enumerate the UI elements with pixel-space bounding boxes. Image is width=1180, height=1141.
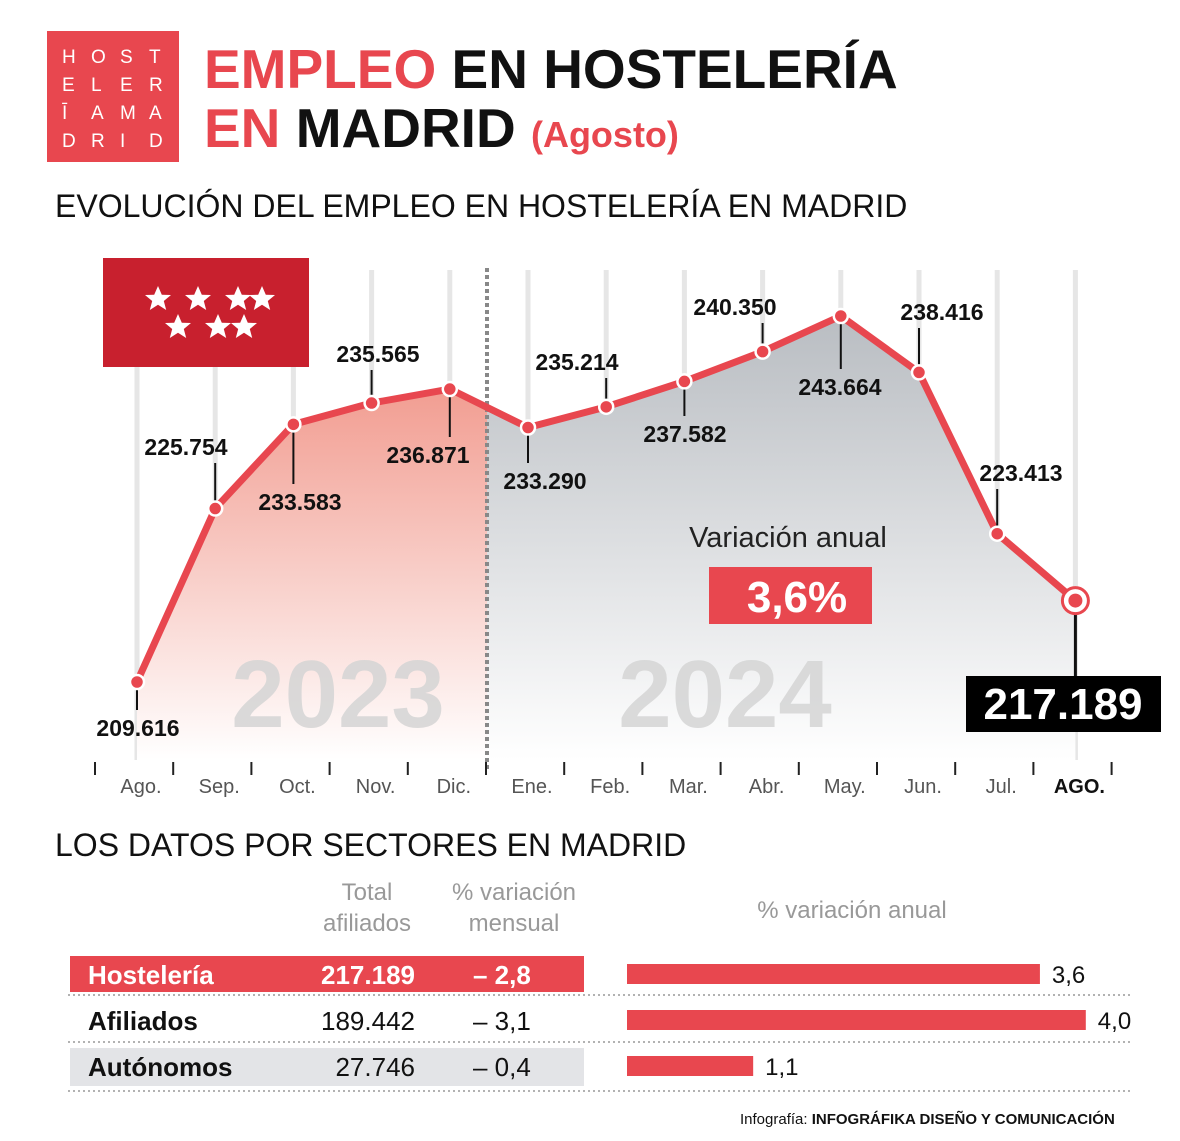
x-tick-label: Oct. xyxy=(279,776,316,798)
point xyxy=(910,364,928,381)
logo-box xyxy=(47,31,179,162)
value-label: 238.416 xyxy=(900,299,983,325)
value-label: 3,6 xyxy=(1052,962,1085,989)
title-month: (Agosto) xyxy=(531,114,679,155)
column-header: Total xyxy=(342,879,393,906)
point xyxy=(676,373,693,390)
cell: 27.746 xyxy=(335,1052,415,1082)
x-tick-label: Sep. xyxy=(199,776,240,798)
value-label: 240.350 xyxy=(693,294,776,320)
title-part: EN HOSTELERÍA xyxy=(452,38,898,100)
x-tick-label: Feb. xyxy=(590,776,630,798)
credit: Infografía: INFOGRÁFIKA DISEÑO Y COMUNIC… xyxy=(740,1110,1115,1128)
x-tick-label: Abr. xyxy=(749,776,785,798)
value-label: 225.754 xyxy=(144,434,227,460)
bar-chart-title: % variación anual xyxy=(757,897,946,924)
column-header: mensual xyxy=(469,910,560,937)
annotation-title: Variación anual xyxy=(689,522,887,554)
value-label: 236.871 xyxy=(386,442,469,468)
period-label: 2024 xyxy=(618,641,832,748)
point xyxy=(988,525,1006,542)
area xyxy=(137,389,487,760)
row-highlight xyxy=(70,1048,584,1086)
credit-label: Infografía: xyxy=(740,1111,808,1128)
x-tick-label: Ago. xyxy=(120,776,161,798)
row-name: Hostelería xyxy=(88,960,214,990)
column-header: % variación xyxy=(452,879,576,906)
area xyxy=(487,316,1076,760)
title-part: MADRID xyxy=(296,97,516,159)
chart-title: EVOLUCIÓN DEL EMPLEO EN HOSTELERÍA EN MA… xyxy=(55,188,907,224)
x-tick-label: Jun. xyxy=(904,776,942,798)
x-tick-label: May. xyxy=(824,776,866,798)
bar xyxy=(627,964,1040,984)
x-tick-label: AGO. xyxy=(1054,776,1105,798)
title: EMPLEO EN HOSTELERÍA xyxy=(204,38,898,100)
sectors-table: Total afiliados % variación mensual Hosteler… xyxy=(68,879,1132,1092)
cell: – 2,8 xyxy=(473,960,531,990)
bar xyxy=(627,1056,754,1076)
value-label: 209.616 xyxy=(96,715,179,741)
row-highlight xyxy=(70,956,584,992)
title-part: EMPLEO xyxy=(204,38,436,100)
x-tick-label: Nov. xyxy=(356,776,396,798)
point xyxy=(1068,593,1083,608)
point xyxy=(285,416,302,433)
point xyxy=(128,673,146,691)
title-part: EN xyxy=(204,97,280,159)
value-label: 217.189 xyxy=(983,680,1142,729)
madrid-flag xyxy=(103,258,309,367)
point xyxy=(754,343,771,360)
value-label: 237.582 xyxy=(643,421,726,447)
period-label: 2023 xyxy=(231,641,445,748)
annotation-box xyxy=(709,567,872,624)
value-label: 235.214 xyxy=(535,349,618,375)
value-label: 243.664 xyxy=(798,374,881,400)
cell: – 3,1 xyxy=(473,1006,531,1036)
x-tick-label: Ene. xyxy=(511,776,552,798)
title: EN MADRID (Agosto) xyxy=(204,97,679,159)
credit-author: INFOGRÁFIKA DISEÑO Y COMUNICACIÓN xyxy=(812,1110,1115,1128)
line-chart: 2023 2024 209.616 225.754 233.583 235.565 236.… xyxy=(94,268,1161,798)
cell: 217.189 xyxy=(321,960,415,990)
point xyxy=(519,419,537,436)
row-name: Autónomos xyxy=(88,1052,232,1082)
value-label: 233.290 xyxy=(503,468,586,494)
point xyxy=(363,394,380,412)
x-tick-label: Jul. xyxy=(986,776,1017,798)
cell: 189.442 xyxy=(321,1006,415,1036)
value-label: 4,0 xyxy=(1098,1008,1131,1035)
column-header: afiliados xyxy=(323,910,411,937)
cell: – 0,4 xyxy=(473,1052,531,1082)
x-tick-label: Dic. xyxy=(437,776,471,798)
value-label: 233.583 xyxy=(258,489,341,515)
bar xyxy=(627,1010,1086,1030)
annotation-value: 3,6% xyxy=(747,573,847,622)
value-label: 1,1 xyxy=(765,1054,798,1081)
point xyxy=(206,500,224,517)
value-label: 235.565 xyxy=(336,341,419,367)
x-tick-label: Mar. xyxy=(669,776,708,798)
value-box xyxy=(966,676,1161,732)
row-name: Afiliados xyxy=(88,1006,198,1036)
section-title: LOS DATOS POR SECTORES EN MADRID xyxy=(55,827,686,863)
point xyxy=(832,307,850,325)
point xyxy=(441,380,459,398)
point xyxy=(597,398,615,416)
value-label: 223.413 xyxy=(979,460,1062,486)
